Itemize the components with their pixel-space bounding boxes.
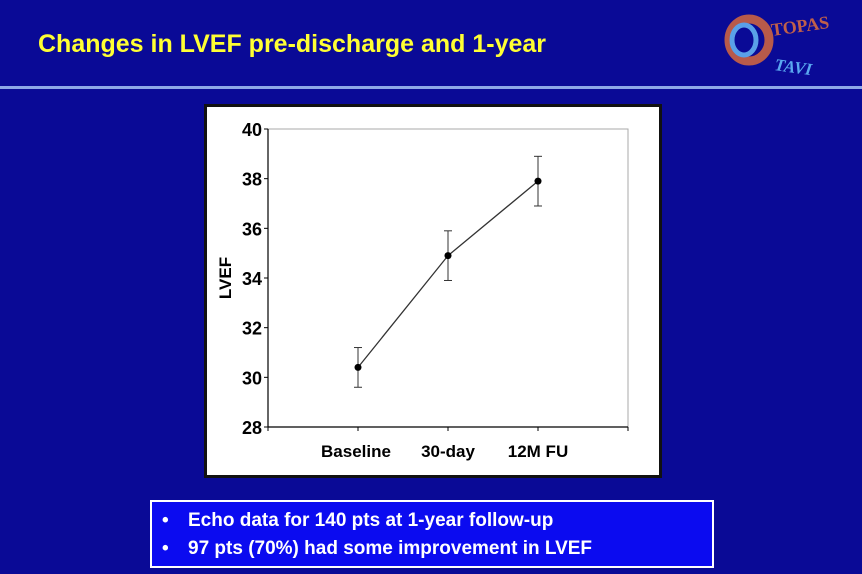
- data-point: [534, 177, 542, 185]
- x-tick-label: 30-day: [421, 442, 475, 461]
- bullet-text: 97 pts (70%) had some improvement in LVE…: [188, 538, 593, 559]
- y-tick-label: 30: [242, 368, 262, 388]
- x-tick-label: 12M FU: [508, 442, 568, 461]
- y-axis-label: LVEF: [216, 257, 235, 299]
- y-tick-label: 32: [242, 319, 262, 339]
- data-point: [444, 252, 452, 260]
- logo-text-topas: TOPAS: [770, 12, 831, 40]
- chart-panel: 28 30 32 34 36 38 40 Baseline 30-day 12M FU LVEF: [204, 104, 662, 478]
- y-tick-label: 40: [242, 120, 262, 140]
- title-divider: [0, 86, 862, 89]
- bullet-item: • Echo data for 140 pts at 1-year follow-…: [162, 510, 554, 531]
- y-tick-label: 38: [242, 170, 262, 190]
- topas-tavi-logo: TOPAS TAVI: [724, 12, 831, 79]
- slide-title: Changes in LVEF pre-discharge and 1-year: [38, 30, 547, 58]
- bullet-text: Echo data for 140 pts at 1-year follow-u…: [188, 510, 554, 531]
- lvef-chart: 28 30 32 34 36 38 40 Baseline 30-day 12M FU LVEF: [216, 120, 629, 461]
- bullet-box: • Echo data for 140 pts at 1-year follow-…: [150, 500, 714, 568]
- y-tick-label: 34: [242, 269, 262, 289]
- data-point: [354, 363, 362, 371]
- y-tick-label: 36: [242, 219, 262, 239]
- logo-text-tavi: TAVI: [773, 55, 814, 79]
- bullet-item: • 97 pts (70%) had some improvement in LV…: [162, 538, 593, 559]
- x-tick-label: Baseline: [321, 442, 391, 461]
- y-tick-label: 28: [242, 418, 262, 438]
